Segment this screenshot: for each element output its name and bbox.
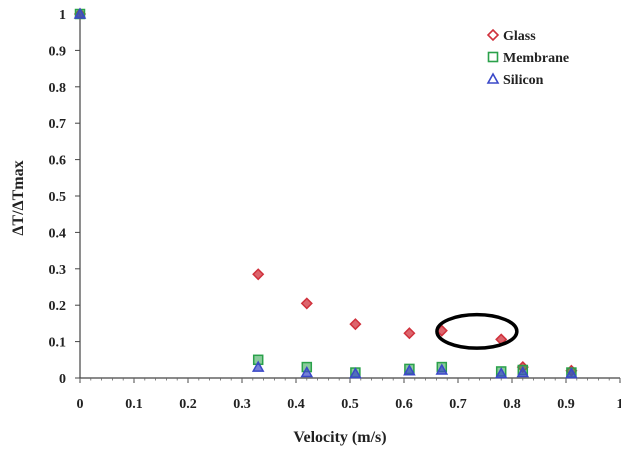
- y-tick-label: 0: [59, 372, 66, 387]
- x-axis-title: Velocity (m/s): [293, 429, 386, 446]
- glass-point: [350, 319, 360, 329]
- y-axis-title: ΔT/ΔTmax: [10, 160, 27, 235]
- x-tick-label: 0.3: [233, 397, 251, 412]
- glass-point: [302, 298, 312, 308]
- x-tick-label: 0.5: [341, 397, 359, 412]
- legend-label: Membrane: [503, 51, 569, 66]
- series-silicon: [75, 9, 576, 378]
- x-tick-label: 0.4: [287, 397, 305, 412]
- y-tick-label: 0.2: [49, 299, 67, 314]
- legend: Glass Membrane Silicon: [488, 29, 569, 88]
- legend-item-membrane: Membrane: [489, 51, 570, 66]
- y-tick-label: 0.1: [49, 336, 67, 351]
- x-tick-label: 0.8: [503, 397, 521, 412]
- x-tick-label: 0.9: [557, 397, 575, 412]
- y-tick-label: 0.5: [49, 190, 67, 205]
- highlight-ellipse: [437, 315, 517, 348]
- glass-point: [253, 269, 263, 279]
- legend-label: Silicon: [503, 73, 544, 88]
- legend-item-glass: Glass: [488, 29, 536, 44]
- data-points: [75, 9, 576, 378]
- legend-marker: [488, 74, 498, 83]
- y-tick-label: 0.8: [49, 81, 67, 96]
- x-tick-label: 0.2: [179, 397, 197, 412]
- series-glass: [75, 9, 576, 376]
- annotations: [437, 315, 517, 348]
- y-tick-label: 0.6: [49, 154, 67, 169]
- y-tick-label: 0.3: [49, 263, 67, 278]
- legend-marker: [489, 53, 498, 62]
- y-tick-label: 0.9: [49, 44, 67, 59]
- x-tick-label: 0: [77, 397, 84, 412]
- axes: [80, 14, 620, 378]
- y-tick-label: 0.7: [49, 117, 67, 132]
- series-membrane: [76, 10, 576, 378]
- y-tick-label: 0.4: [49, 226, 67, 241]
- legend-label: Glass: [503, 29, 536, 44]
- x-tick-label: 0.7: [449, 397, 467, 412]
- x-tick-label: 1: [617, 397, 621, 412]
- x-tick-label: 0.6: [395, 397, 413, 412]
- y-axis-ticks: 0 0.1 0.2 0.3 0.4 0.5 0.6 0.7 0.8 0.9 1: [49, 8, 81, 387]
- y-tick-label: 1: [59, 8, 66, 23]
- x-axis-ticks: 0 0.1 0.2 0.3 0.4 0.5 0.6 0.7 0.8 0.9 1: [77, 378, 621, 412]
- legend-marker: [488, 30, 498, 40]
- legend-item-silicon: Silicon: [488, 73, 544, 88]
- x-tick-label: 0.1: [125, 397, 143, 412]
- glass-point: [404, 328, 414, 338]
